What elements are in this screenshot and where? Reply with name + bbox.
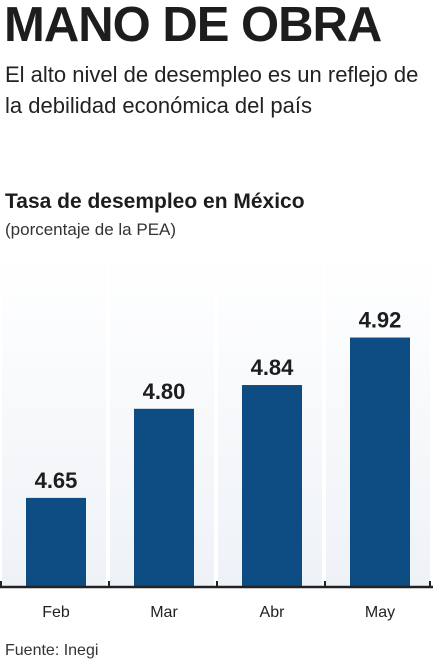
bar [134, 408, 194, 587]
x-tick-label: Mar [150, 604, 178, 621]
deck-text: El alto nivel de desempleo es un reflejo… [5, 62, 419, 118]
x-tick-label: Abr [260, 604, 286, 621]
data-label: 4.65 [35, 468, 78, 493]
bar [242, 385, 302, 587]
bar-chart: 4.65 Feb 4.80 Mar 4.84 Abr 4.92 May [0, 255, 433, 621]
source-note: Fuente: Inegi [5, 642, 99, 659]
chart-title: Tasa de desempleo en México [5, 190, 305, 213]
data-label: 4.80 [143, 379, 186, 404]
x-tick-label: May [365, 604, 395, 621]
x-tick-label: Feb [42, 604, 70, 621]
data-label: 4.92 [359, 308, 402, 333]
headline: MANO DE OBRA [4, 0, 382, 52]
data-label: 4.84 [251, 355, 295, 380]
bar [350, 337, 410, 587]
bar [26, 497, 86, 587]
chart-subtitle: (porcentaje de la PEA) [5, 220, 177, 239]
